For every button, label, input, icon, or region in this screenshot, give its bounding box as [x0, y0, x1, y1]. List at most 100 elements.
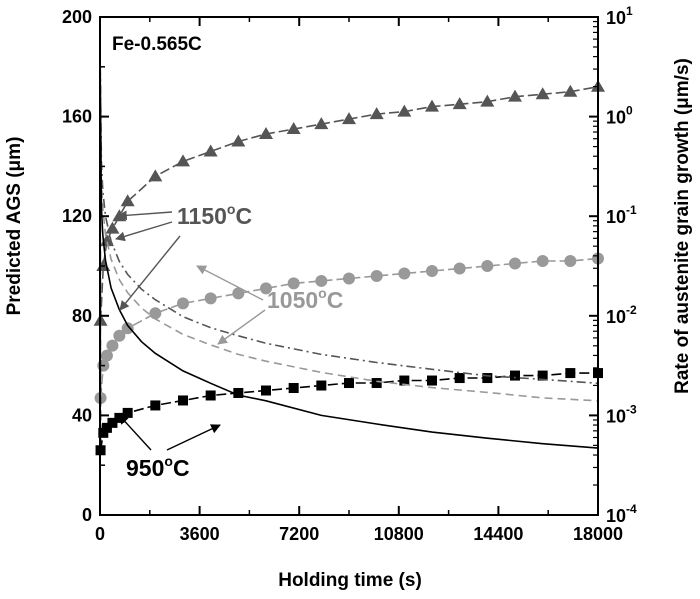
data-point-square: [427, 375, 437, 386]
data-point-triangle: [259, 127, 273, 140]
annotation-arrow: [166, 424, 221, 451]
y-right-tick-label: 10-4: [606, 502, 637, 526]
data-point-triangle: [231, 134, 246, 147]
data-point-triangle: [120, 194, 135, 207]
data-point-triangle: [96, 259, 111, 271]
y-right-tick-label: 100: [606, 104, 633, 128]
y-left-tick-label: 120: [62, 206, 92, 226]
y-left-tick-label: 0: [82, 505, 92, 525]
data-point-square: [205, 390, 216, 401]
x-tick-label: 7200: [279, 524, 319, 544]
data-point-square: [107, 417, 118, 428]
data-point-circle: [260, 282, 272, 295]
series-5-solid: [100, 46, 598, 449]
data-point-circle: [536, 255, 549, 268]
data-point-triangle: [203, 144, 218, 157]
y-left-tick-label: 40: [72, 405, 92, 425]
data-point-circle: [453, 262, 466, 275]
data-point-triangle: [286, 122, 301, 135]
y-left-axis-label: Predicted AGS (μm): [4, 137, 25, 316]
y-right-tick-label: 10-3: [606, 402, 637, 426]
data-point-square: [101, 422, 112, 433]
data-point-triangle: [425, 99, 439, 112]
annotation-950-value: 950: [126, 455, 164, 481]
data-point-triangle: [452, 97, 467, 110]
data-point-square: [482, 373, 493, 384]
x-axis-label: Holding time (s): [278, 570, 422, 591]
annotation-arrow: [217, 309, 266, 345]
data-point-square: [537, 370, 548, 381]
plot-frame: [99, 16, 599, 516]
x-tick-label: 18000: [573, 524, 623, 544]
data-point-circle: [564, 255, 577, 268]
data-point-circle: [204, 292, 217, 305]
data-point-square: [288, 383, 299, 394]
x-tick-label: 0: [95, 524, 105, 544]
data-point-circle: [509, 257, 521, 270]
data-point-square: [510, 370, 520, 381]
data-point-circle: [113, 329, 126, 342]
annotation-arrow: [119, 235, 181, 311]
data-point-square: [233, 387, 244, 398]
annotation-1150-value: 1150: [177, 203, 227, 229]
annotation-1050: 1050oC: [267, 285, 343, 313]
data-point-triangle: [176, 154, 190, 167]
rate-curve-dash-dot: [100, 46, 598, 385]
data-point-square: [316, 380, 327, 391]
annotation-arrow: [196, 265, 264, 301]
rate-curve-solid: [100, 46, 598, 449]
axis-ticks: 0 3600 7200 10800 14400 18000 0 40 80 120 160 200 10…: [62, 4, 637, 544]
data-point-triangle: [342, 112, 356, 125]
data-point-square: [122, 407, 133, 418]
data-point-triangle: [535, 87, 550, 100]
data-point-square: [371, 378, 382, 389]
annotation-1150-unit: C: [235, 203, 252, 229]
annotation-950: 950oC: [126, 453, 190, 481]
data-point-circle: [149, 307, 162, 320]
data-point-triangle: [508, 89, 522, 102]
x-tick-label: 3600: [180, 524, 220, 544]
y-left-tick-label: 80: [72, 306, 92, 326]
data-point-circle: [106, 339, 119, 352]
annotation-950-unit: C: [173, 455, 190, 481]
x-tick-label: 10800: [374, 524, 424, 544]
data-point-triangle: [397, 104, 412, 117]
data-point-circle: [177, 297, 189, 310]
data-point-square: [261, 385, 271, 396]
data-point-square: [344, 378, 354, 389]
annotation-1050-unit: C: [327, 287, 344, 313]
annotation-arrows: [115, 210, 266, 451]
data-point-square: [150, 400, 161, 411]
y-left-tick-label: 200: [62, 7, 92, 27]
data-point-circle: [315, 274, 328, 287]
data-point-square: [178, 395, 188, 406]
data-point-triangle: [563, 84, 578, 97]
data-layer: [93, 46, 605, 456]
data-point-triangle: [148, 169, 163, 182]
annotation-1150: 1150oC: [177, 201, 252, 229]
series-3-dash-dot: [100, 46, 598, 385]
data-point-square: [565, 368, 576, 379]
data-point-square: [399, 375, 410, 386]
y-left-tick-label: 160: [62, 107, 92, 127]
x-tick-label: 14400: [473, 524, 523, 544]
data-point-circle: [481, 260, 494, 272]
y-right-tick-label: 10-2: [606, 303, 637, 327]
data-point-circle: [121, 322, 134, 335]
data-point-square: [454, 373, 465, 384]
series-0-triangle: [93, 79, 605, 326]
data-point-circle: [398, 267, 411, 280]
data-point-circle: [370, 269, 383, 282]
rate-curve-dashed: [100, 46, 598, 402]
y-right-tick-label: 101: [606, 4, 633, 28]
data-point-circle: [232, 287, 245, 300]
data-point-circle: [426, 264, 438, 277]
data-point-triangle: [480, 94, 495, 107]
data-point-circle: [100, 349, 113, 362]
data-point-triangle: [369, 107, 384, 120]
data-point-circle: [343, 272, 355, 285]
y-right-axis-label: Rate of austenite grain growth (μm/s): [672, 58, 693, 394]
data-point-circle: [287, 277, 300, 290]
annotation-arrow: [117, 210, 173, 221]
